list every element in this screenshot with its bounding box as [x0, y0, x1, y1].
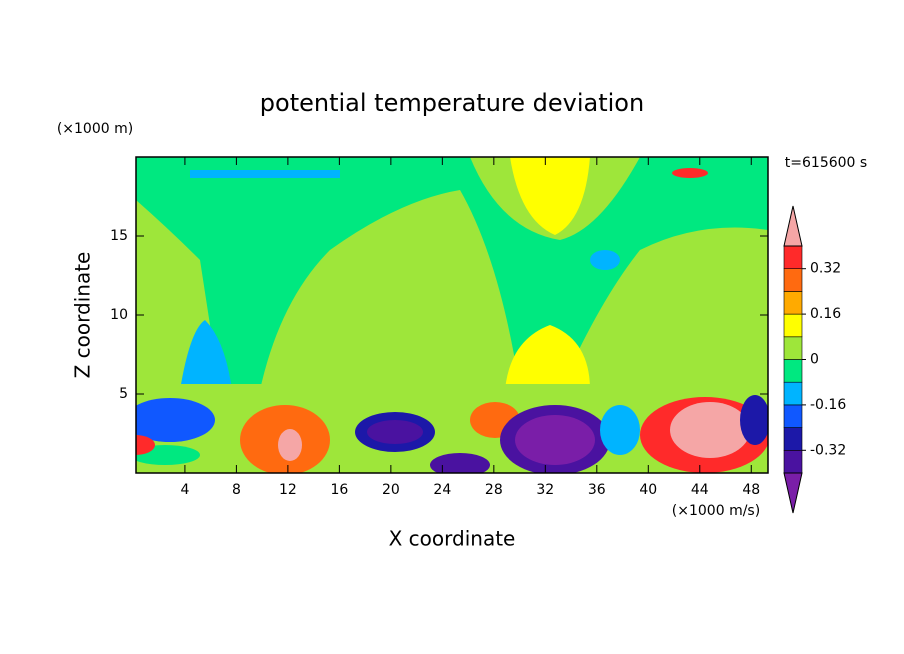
x-tick-label: 24	[433, 482, 451, 498]
colorbar-band	[783, 336, 803, 360]
contour-region	[430, 453, 490, 473]
contour-region	[367, 420, 423, 444]
x-tick-label: 32	[536, 482, 554, 498]
x-tick-label: 28	[485, 482, 503, 498]
x-axis-title: X coordinate	[389, 527, 516, 551]
colorbar-band	[783, 381, 803, 406]
contour-region	[136, 398, 215, 442]
colorbar-tick-label: -0.16	[810, 397, 846, 413]
y-tick-label: 5	[119, 386, 128, 402]
colorbar-over	[783, 205, 803, 247]
y-tick-label: 15	[110, 228, 128, 244]
x-tick-label: 8	[232, 482, 241, 498]
y-axis-title: Z coordinate	[71, 252, 95, 379]
colorbar-band	[783, 313, 803, 338]
y-tick-label: 10	[110, 307, 128, 323]
x-tick-label: 36	[588, 482, 606, 498]
contour-region	[670, 402, 750, 458]
x-tick-label: 16	[330, 482, 348, 498]
contour-region	[590, 250, 620, 270]
contour-region	[672, 168, 708, 178]
colorbar-band	[783, 404, 803, 428]
colorbar-band	[783, 427, 803, 451]
colorbar-tick-label: 0	[810, 352, 819, 368]
time-label: t=615600 s	[785, 155, 867, 171]
x-unit: (×1000 m/s)	[672, 503, 760, 519]
colorbar-tick-label: 0.16	[810, 306, 841, 322]
contour-region	[505, 325, 590, 390]
colorbar-tick-label: 0.32	[810, 261, 841, 277]
contour-region	[136, 384, 768, 394]
contour-region	[136, 435, 155, 455]
contour-region	[510, 157, 590, 235]
contour-region	[740, 395, 768, 445]
colorbar-tick-label: -0.32	[810, 442, 846, 458]
contour-region	[515, 415, 595, 465]
contour-region	[560, 227, 768, 390]
colorbar-under	[783, 472, 803, 514]
colorbar-band	[783, 245, 803, 270]
contour-region	[600, 405, 640, 455]
contour-region	[278, 429, 302, 461]
colorbar-band	[783, 449, 803, 474]
contour-region	[260, 190, 520, 390]
colorbar-band	[783, 359, 803, 383]
x-tick-label: 48	[742, 482, 760, 498]
x-tick-label: 44	[691, 482, 709, 498]
x-tick-label: 40	[639, 482, 657, 498]
contour-region	[190, 170, 340, 178]
colorbar-band	[783, 291, 803, 315]
colorbar-band	[783, 268, 803, 292]
x-tick-label: 20	[382, 482, 400, 498]
x-tick-label: 12	[279, 482, 297, 498]
chart-title: potential temperature deviation	[260, 89, 644, 117]
x-tick-label: 4	[180, 482, 189, 498]
contour-region	[180, 320, 232, 390]
y-unit: (×1000 m)	[57, 121, 133, 137]
contour-field	[136, 157, 768, 473]
